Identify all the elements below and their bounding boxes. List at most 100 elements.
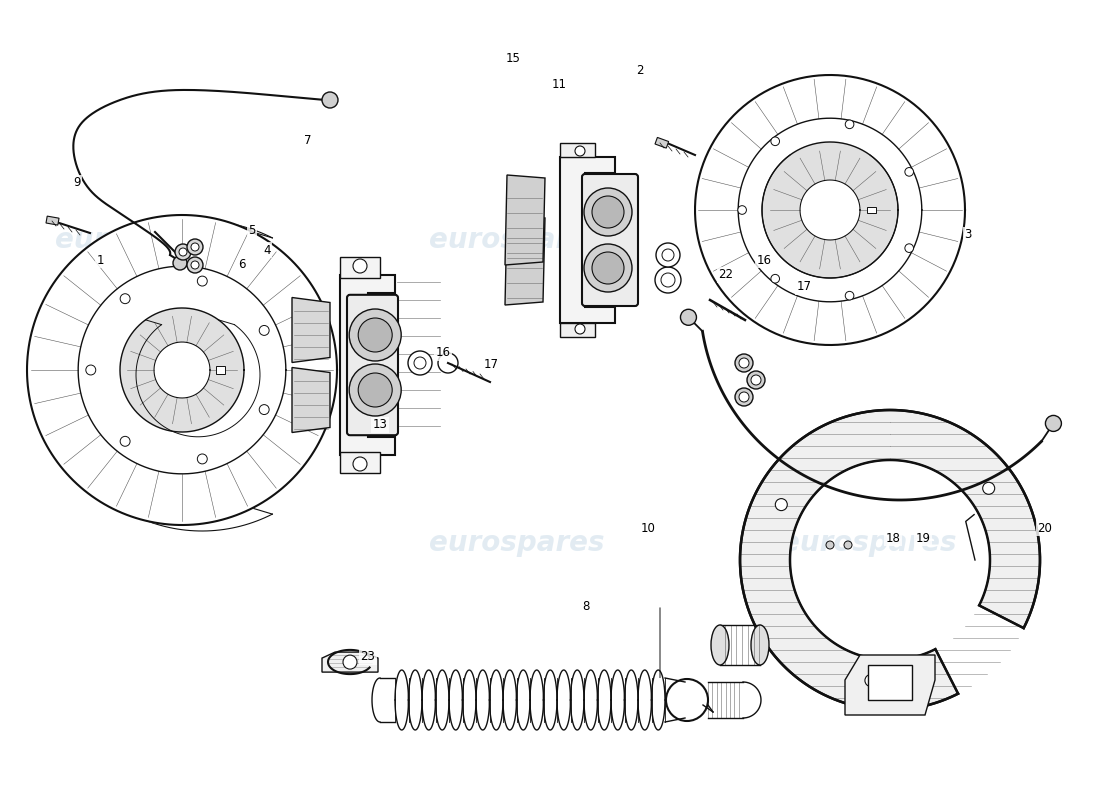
Polygon shape	[762, 142, 898, 278]
Text: 11: 11	[551, 78, 566, 91]
Circle shape	[322, 92, 338, 108]
Text: 16: 16	[436, 346, 451, 359]
Circle shape	[584, 188, 632, 236]
Polygon shape	[845, 655, 935, 715]
Text: 17: 17	[796, 281, 812, 294]
Text: 8: 8	[582, 601, 590, 614]
Bar	[868, 206, 876, 214]
Circle shape	[120, 294, 130, 304]
Text: eurospares: eurospares	[429, 529, 605, 557]
Circle shape	[1045, 415, 1062, 431]
Circle shape	[191, 243, 199, 251]
Bar	[868, 665, 912, 700]
Circle shape	[187, 257, 204, 273]
Polygon shape	[292, 298, 330, 362]
Polygon shape	[154, 342, 210, 398]
Polygon shape	[560, 157, 615, 323]
Text: eurospares: eurospares	[55, 226, 231, 254]
Circle shape	[173, 256, 187, 270]
Circle shape	[414, 357, 426, 369]
Circle shape	[776, 498, 788, 510]
Circle shape	[771, 274, 780, 283]
Text: 19: 19	[915, 531, 931, 545]
Polygon shape	[560, 143, 595, 157]
Circle shape	[826, 541, 834, 549]
FancyBboxPatch shape	[582, 174, 638, 306]
Bar	[216, 366, 225, 374]
Circle shape	[349, 364, 402, 416]
Circle shape	[661, 273, 675, 287]
Circle shape	[86, 365, 96, 375]
Bar	[46, 216, 59, 225]
Polygon shape	[740, 410, 1040, 710]
Circle shape	[575, 146, 585, 156]
Circle shape	[187, 239, 204, 255]
Circle shape	[191, 261, 199, 269]
Text: 15: 15	[506, 51, 520, 65]
Circle shape	[865, 674, 877, 686]
Text: 3: 3	[965, 229, 971, 242]
Text: 17: 17	[484, 358, 498, 371]
Polygon shape	[505, 215, 544, 305]
Text: eurospares: eurospares	[429, 226, 605, 254]
Circle shape	[845, 291, 854, 300]
Circle shape	[739, 358, 749, 368]
Circle shape	[359, 318, 393, 352]
Polygon shape	[505, 175, 544, 265]
Circle shape	[197, 454, 207, 464]
Text: 18: 18	[886, 531, 901, 545]
Polygon shape	[800, 180, 860, 240]
Circle shape	[349, 309, 402, 361]
Circle shape	[197, 276, 207, 286]
Polygon shape	[340, 257, 379, 278]
Circle shape	[905, 167, 913, 176]
Circle shape	[175, 244, 191, 260]
Circle shape	[738, 206, 747, 214]
Polygon shape	[120, 308, 244, 432]
Circle shape	[747, 371, 764, 389]
Polygon shape	[340, 452, 379, 473]
Text: 23: 23	[361, 650, 375, 663]
Ellipse shape	[751, 625, 769, 665]
Polygon shape	[322, 652, 378, 672]
Text: 6: 6	[239, 258, 245, 271]
Text: 22: 22	[718, 269, 734, 282]
Circle shape	[179, 248, 187, 256]
Text: 2: 2	[636, 63, 644, 77]
Text: eurospares: eurospares	[781, 529, 957, 557]
Polygon shape	[340, 275, 395, 455]
Circle shape	[408, 351, 432, 375]
Circle shape	[845, 120, 854, 129]
Circle shape	[584, 244, 632, 292]
Circle shape	[656, 243, 680, 267]
Circle shape	[120, 436, 130, 446]
Text: 16: 16	[757, 254, 771, 266]
Circle shape	[575, 324, 585, 334]
Polygon shape	[560, 323, 595, 337]
Polygon shape	[292, 367, 330, 433]
Circle shape	[592, 196, 624, 228]
FancyBboxPatch shape	[346, 294, 398, 435]
Circle shape	[844, 541, 852, 549]
Circle shape	[353, 259, 367, 273]
Ellipse shape	[711, 625, 729, 665]
Circle shape	[735, 354, 754, 372]
Text: 13: 13	[373, 418, 387, 431]
Text: 20: 20	[1037, 522, 1053, 534]
Circle shape	[735, 388, 754, 406]
Polygon shape	[28, 215, 337, 525]
Circle shape	[353, 457, 367, 471]
Bar	[654, 138, 669, 148]
Text: 5: 5	[249, 223, 255, 237]
Text: 7: 7	[305, 134, 311, 146]
Circle shape	[739, 392, 749, 402]
Circle shape	[751, 375, 761, 385]
Circle shape	[771, 137, 780, 146]
Circle shape	[260, 405, 270, 414]
Bar	[395, 678, 666, 722]
Circle shape	[905, 244, 913, 253]
Text: 10: 10	[640, 522, 656, 534]
Circle shape	[343, 655, 358, 669]
Polygon shape	[695, 75, 965, 345]
Circle shape	[592, 252, 624, 284]
